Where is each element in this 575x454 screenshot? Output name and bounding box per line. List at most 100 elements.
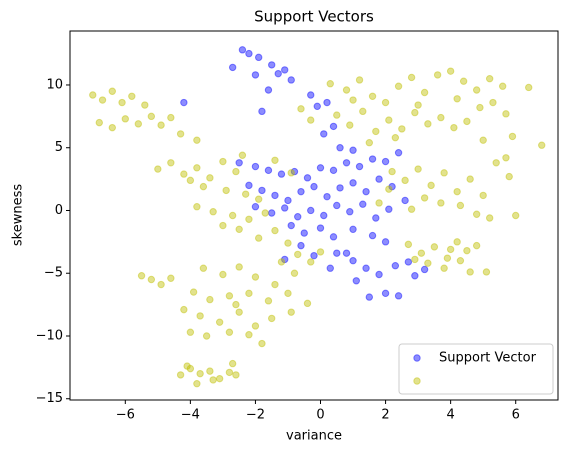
point bbox=[297, 187, 305, 196]
point bbox=[241, 190, 250, 198]
point bbox=[219, 157, 227, 166]
point bbox=[287, 76, 295, 84]
point bbox=[274, 69, 282, 78]
point bbox=[437, 113, 445, 122]
point bbox=[375, 270, 383, 279]
point bbox=[245, 49, 253, 58]
point bbox=[232, 300, 240, 309]
point bbox=[326, 264, 334, 272]
y-tick-label: 5 bbox=[55, 140, 63, 155]
point bbox=[271, 191, 279, 200]
point bbox=[443, 254, 452, 262]
point bbox=[316, 164, 325, 172]
point bbox=[502, 154, 510, 162]
point bbox=[456, 256, 465, 265]
point bbox=[258, 339, 266, 348]
point bbox=[414, 101, 422, 109]
point bbox=[258, 186, 266, 195]
point bbox=[180, 305, 188, 314]
point bbox=[417, 249, 426, 257]
point bbox=[316, 248, 325, 256]
point bbox=[307, 116, 315, 124]
point bbox=[284, 289, 292, 298]
point bbox=[310, 182, 318, 191]
point bbox=[430, 243, 439, 251]
y-tick-label: 0 bbox=[55, 203, 63, 218]
point bbox=[281, 204, 289, 212]
point bbox=[225, 368, 234, 377]
point bbox=[482, 268, 491, 276]
point bbox=[414, 165, 422, 173]
point bbox=[297, 241, 305, 250]
point bbox=[294, 250, 302, 259]
point bbox=[538, 141, 546, 149]
point bbox=[349, 179, 357, 187]
point bbox=[245, 331, 253, 339]
point bbox=[281, 66, 289, 74]
point bbox=[512, 211, 520, 220]
point bbox=[196, 369, 204, 378]
point bbox=[375, 175, 383, 183]
point bbox=[157, 121, 165, 129]
point bbox=[206, 174, 214, 182]
point bbox=[294, 213, 302, 221]
point bbox=[479, 136, 487, 144]
legend-marker bbox=[413, 377, 421, 385]
point bbox=[453, 187, 461, 196]
point bbox=[307, 258, 315, 266]
point bbox=[450, 123, 458, 132]
point bbox=[404, 240, 413, 249]
point bbox=[440, 169, 448, 177]
point bbox=[95, 118, 103, 127]
y-tick-label: −10 bbox=[36, 328, 63, 343]
point bbox=[508, 132, 517, 141]
point bbox=[303, 174, 312, 182]
point bbox=[349, 96, 357, 104]
point bbox=[271, 156, 279, 164]
point bbox=[333, 201, 341, 210]
point bbox=[147, 275, 156, 284]
point bbox=[245, 289, 253, 298]
point bbox=[108, 123, 116, 132]
legend-label: Support Vector bbox=[439, 351, 537, 366]
point bbox=[297, 105, 305, 113]
plot-frame bbox=[69, 30, 559, 401]
point bbox=[167, 113, 175, 122]
point bbox=[228, 359, 237, 368]
point bbox=[479, 191, 487, 200]
point bbox=[193, 136, 201, 144]
point bbox=[193, 203, 201, 211]
point bbox=[385, 205, 393, 213]
point bbox=[485, 74, 494, 83]
point bbox=[235, 263, 243, 271]
point bbox=[235, 225, 243, 234]
point bbox=[271, 226, 279, 235]
point bbox=[316, 224, 325, 232]
legend-box bbox=[398, 343, 554, 395]
point bbox=[167, 159, 175, 167]
point bbox=[268, 209, 276, 217]
legend-marker bbox=[413, 354, 421, 362]
point bbox=[498, 82, 507, 90]
point bbox=[290, 269, 299, 277]
point bbox=[180, 98, 188, 107]
point bbox=[472, 210, 481, 218]
point bbox=[336, 144, 344, 152]
point bbox=[215, 374, 224, 383]
point bbox=[290, 167, 299, 176]
point bbox=[264, 297, 273, 305]
point bbox=[342, 249, 351, 257]
point bbox=[411, 272, 419, 280]
point bbox=[154, 165, 162, 173]
point bbox=[359, 107, 367, 116]
point bbox=[372, 214, 380, 222]
point bbox=[381, 289, 390, 298]
point bbox=[489, 98, 497, 107]
point bbox=[121, 115, 130, 123]
point bbox=[219, 221, 227, 230]
point bbox=[183, 362, 191, 370]
point bbox=[394, 292, 403, 300]
point bbox=[287, 221, 295, 230]
point bbox=[287, 308, 295, 316]
